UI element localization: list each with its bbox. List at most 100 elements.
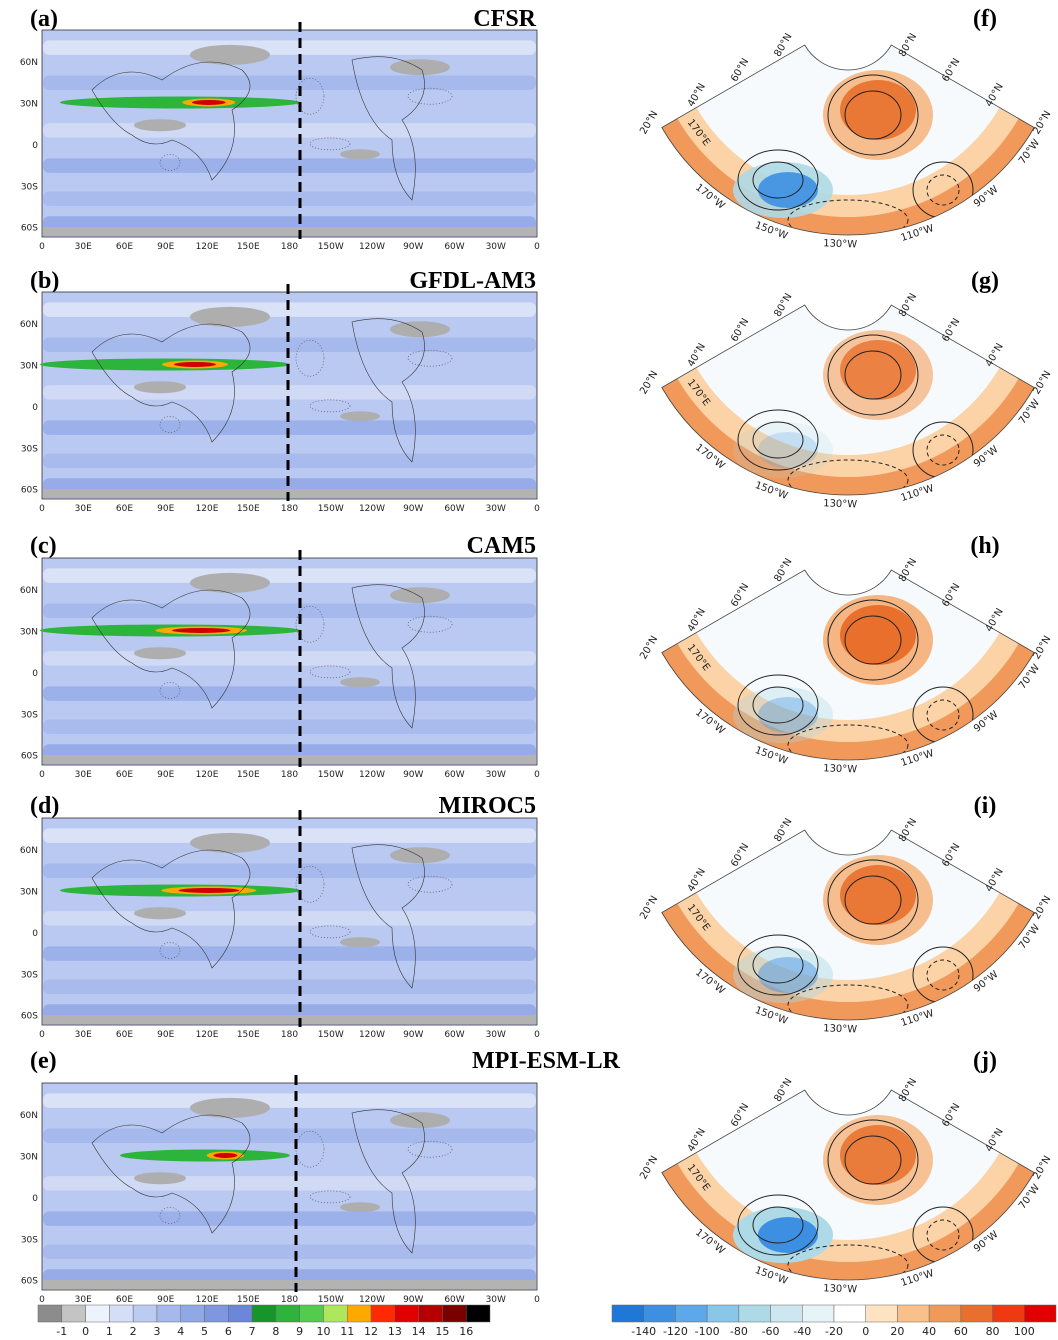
polar-lat-label: 60°N — [940, 57, 962, 84]
map-band — [43, 719, 536, 734]
coastline — [91, 849, 251, 969]
lon-label: 180 — [281, 504, 298, 514]
lat-label: 0 — [32, 929, 38, 939]
colorbar-label: 100 — [1014, 1325, 1035, 1338]
lon-label: 90W — [403, 770, 423, 780]
map-band — [43, 686, 536, 701]
lon-label: 120E — [196, 770, 219, 780]
colorbar-label: -40 — [793, 1325, 811, 1338]
polar-lon-label: 130°W — [823, 763, 857, 775]
colorbar-box — [833, 1304, 866, 1323]
hatch-region — [295, 77, 325, 115]
hatch-region — [407, 615, 453, 633]
polar-lat-label: 40°N — [984, 342, 1006, 369]
fan-band — [661, 643, 1035, 760]
lon-label: 60E — [116, 242, 133, 252]
map-band — [43, 1211, 536, 1226]
lon-label: 120W — [359, 1030, 385, 1040]
map-patch — [190, 572, 270, 593]
polar-panel: (j)20°N40°N60°N80°N20°N40°N60°N80°N170°E… — [638, 1048, 1053, 1295]
lon-label: 30E — [75, 242, 92, 252]
panel-label: (b) — [30, 268, 59, 294]
lon-label: 120W — [359, 770, 385, 780]
contour — [844, 875, 902, 925]
colorbar-label: 1 — [106, 1325, 113, 1338]
hatch-region — [407, 349, 453, 367]
contour — [827, 599, 919, 681]
contour — [752, 421, 804, 459]
fan-outline — [661, 44, 1035, 236]
anomaly-cold — [758, 957, 818, 993]
colorbar-label: 5 — [201, 1325, 208, 1338]
colorbar-box — [370, 1304, 396, 1323]
fan-content — [661, 305, 1035, 495]
colorbar-box — [897, 1304, 930, 1323]
map-band — [43, 1280, 536, 1289]
lon-label: 30E — [75, 770, 92, 780]
map-band — [43, 651, 536, 666]
lon-label: 30E — [75, 1030, 92, 1040]
colorbar-box — [251, 1304, 277, 1323]
colorbar-label: 0 — [82, 1325, 89, 1338]
polar-lat-label: 60°N — [940, 582, 962, 609]
anomaly-cold — [733, 687, 833, 743]
panel-label: (f) — [973, 6, 997, 32]
map-band — [43, 75, 536, 91]
colorbar-label: 2 — [130, 1325, 137, 1338]
lat-label: 30S — [21, 710, 38, 720]
colorbar-box — [37, 1304, 63, 1323]
polar-lat-label: 20°N — [1031, 109, 1053, 136]
polar-lat-label: 60°N — [940, 1102, 962, 1129]
colorbar-box — [611, 1304, 644, 1323]
fan-outline — [661, 569, 1035, 761]
map-band — [43, 979, 536, 994]
lon-label: 0 — [39, 504, 45, 514]
colorbar-box — [802, 1304, 835, 1323]
map-band — [43, 158, 536, 173]
lat-label: 0 — [32, 1194, 38, 1204]
colorbar-box — [204, 1304, 229, 1323]
lon-label: 150W — [318, 770, 344, 780]
polar-lat-label: 20°N — [638, 1154, 660, 1181]
polar-lat-label: 80°N — [897, 32, 919, 59]
lon-label: 90E — [157, 1030, 174, 1040]
map-band — [43, 1015, 536, 1024]
lat-label: 30N — [20, 99, 38, 109]
lon-label: 30E — [75, 504, 92, 514]
contour — [787, 1244, 909, 1280]
contour — [827, 74, 919, 156]
lat-label: 30N — [20, 361, 38, 371]
lat-label: 0 — [32, 403, 38, 413]
panel-label: (i) — [974, 793, 997, 819]
lon-label: 60E — [116, 1295, 133, 1305]
map-band — [43, 828, 536, 843]
hatch-region — [309, 665, 351, 679]
colorbar-box — [228, 1304, 253, 1323]
lon-label: 90W — [403, 1030, 423, 1040]
lon-label: 60W — [444, 504, 464, 514]
hatch-region — [295, 865, 325, 903]
panel-title: MIROC5 — [439, 793, 536, 819]
contour — [787, 199, 909, 235]
map-patch — [190, 306, 270, 327]
colorbar-label: 14 — [412, 1325, 426, 1338]
hatch-region — [295, 1130, 325, 1168]
lon-label: 90E — [157, 1295, 174, 1305]
hatch-region — [309, 399, 351, 413]
anomaly-warm — [840, 80, 916, 140]
colorbar-label: 60 — [954, 1325, 968, 1338]
colorbar-box — [347, 1304, 372, 1323]
hatch-region — [309, 137, 351, 151]
contour — [737, 934, 819, 996]
colorbar-label: 7 — [249, 1325, 256, 1338]
colorbar-label: -120 — [663, 1325, 688, 1338]
polar-panel: (g)20°N40°N60°N80°N20°N40°N60°N80°N170°E… — [638, 268, 1053, 510]
lon-label: 180 — [281, 1295, 298, 1305]
coastline — [351, 844, 425, 989]
colorbar-label: 9 — [296, 1325, 303, 1338]
fan-content — [661, 570, 1035, 760]
anomaly-cold — [758, 172, 818, 208]
